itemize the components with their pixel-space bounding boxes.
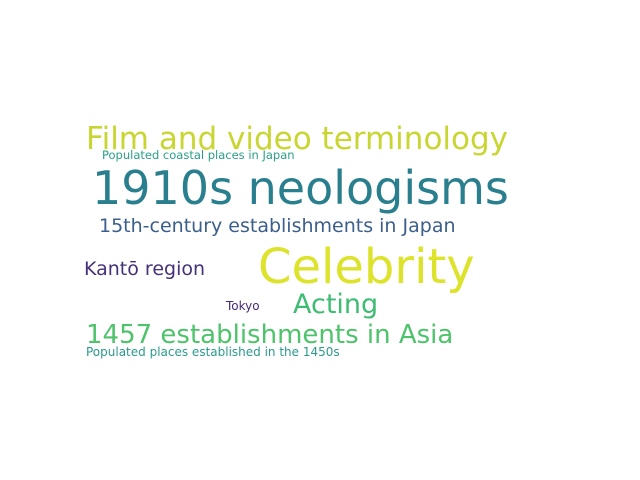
word-film-and-video-terminology: Film and video terminology: [86, 121, 509, 157]
word-celebrity: Celebrity: [258, 239, 475, 295]
word-tokyo: Tokyo: [226, 299, 260, 313]
word-1910s-neologisms: 1910s neologisms: [92, 161, 509, 215]
word-acting: Acting: [293, 289, 379, 320]
word-populated-places-established-in-the-1450s: Populated places established in the 1450…: [86, 345, 340, 359]
word-kanto-region: Kantō region: [84, 258, 206, 280]
word-1457-establishments-in-asia: 1457 establishments in Asia: [86, 320, 454, 350]
word-populated-coastal-places-in-japan: Populated coastal places in Japan: [102, 148, 295, 162]
word-15th-century-establishments-in-japan: 15th-century establishments in Japan: [99, 215, 456, 237]
